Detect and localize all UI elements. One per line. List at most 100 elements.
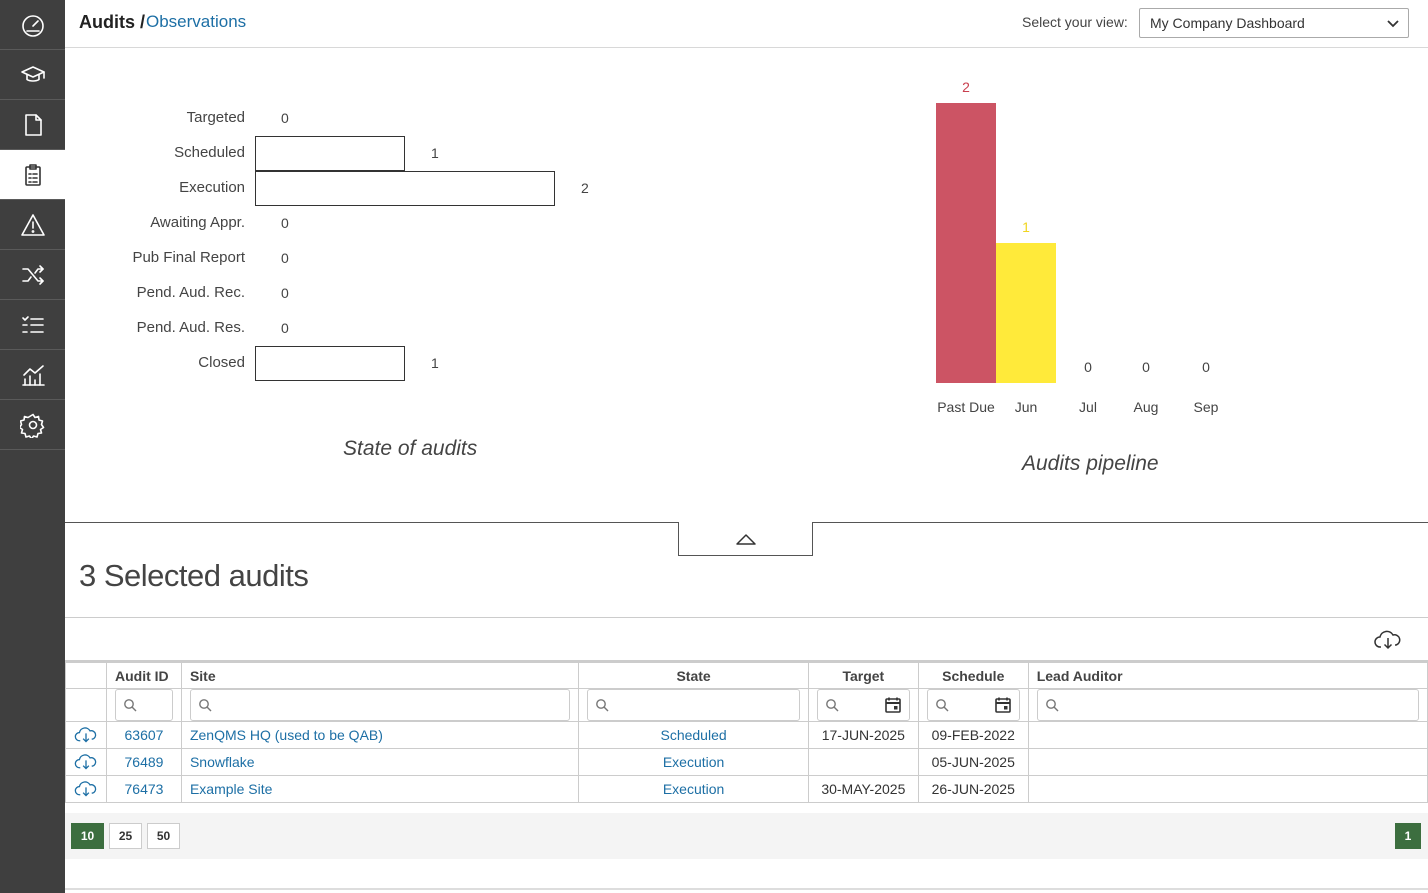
pipeline-bar[interactable] <box>936 103 996 383</box>
view-select-dropdown[interactable]: My Company Dashboard <box>1139 8 1409 38</box>
cloud-download-icon <box>1374 630 1401 650</box>
view-select-value: My Company Dashboard <box>1150 15 1305 31</box>
state-bar[interactable] <box>255 136 405 171</box>
state-bar[interactable] <box>255 346 405 381</box>
row-download-button[interactable] <box>74 726 98 744</box>
lead-auditor-filter-input[interactable] <box>1036 689 1419 721</box>
state-value-label: 1 <box>431 144 439 161</box>
analytics-chart-icon <box>21 364 45 386</box>
audit-id-link[interactable]: 76473 <box>124 781 164 797</box>
nav-issues[interactable] <box>0 200 65 250</box>
lead-auditor-cell <box>1027 775 1428 803</box>
selected-audits-title: 3 Selected audits <box>79 558 309 593</box>
pipeline-value-label: 1 <box>1022 219 1030 235</box>
page-size-50-button[interactable]: 50 <box>147 823 180 849</box>
cloud-download-icon <box>74 727 97 743</box>
site-link[interactable]: Example Site <box>189 781 273 797</box>
search-icon <box>935 699 949 712</box>
audit-id-link[interactable]: 63607 <box>124 727 164 743</box>
nav-training[interactable] <box>0 50 65 100</box>
export-download-button[interactable] <box>1374 629 1402 656</box>
table-header-row: Audit ID Site State Target Schedule Lead… <box>65 662 1428 689</box>
checklist-icon <box>21 315 44 333</box>
page-size-25-button[interactable]: 25 <box>109 823 142 849</box>
nav-tasks[interactable] <box>0 300 65 350</box>
breadcrumb-audits: Audits / <box>79 12 145 32</box>
collapse-charts-button[interactable] <box>678 522 813 556</box>
row-download-button[interactable] <box>74 753 98 771</box>
pipeline-category-label: Aug <box>1133 399 1159 415</box>
document-icon <box>24 113 42 136</box>
site-link[interactable]: Snowflake <box>189 754 255 770</box>
nav-analytics[interactable] <box>0 350 65 400</box>
lead-auditor-cell <box>1027 748 1428 776</box>
table-row[interactable]: 63607 ZenQMS HQ (used to be QAB) Schedul… <box>65 721 1428 749</box>
state-category-label: Targeted <box>186 108 245 126</box>
state-value-label: 0 <box>281 284 289 301</box>
row-download-button[interactable] <box>74 780 98 798</box>
pipeline-chart-title: Audits pipeline <box>1022 452 1159 475</box>
state-of-audits-chart: State of audits Targeted 0 Scheduled 1 Execu… <box>65 49 745 519</box>
site-link[interactable]: ZenQMS HQ (used to be QAB) <box>189 727 383 743</box>
state-link[interactable]: Execution <box>662 754 725 770</box>
table-toolbar <box>65 618 1428 662</box>
pipeline-value-label: 0 <box>1084 359 1092 375</box>
header-target[interactable]: Target <box>807 662 919 689</box>
pipeline-category-label: Sep <box>1193 399 1219 415</box>
breadcrumb-observations-link[interactable]: Observations <box>146 12 247 31</box>
table-row[interactable]: 76489 Snowflake Execution 05-JUN-2025 <box>65 748 1428 776</box>
state-value-label: 0 <box>281 109 289 126</box>
header-actions <box>65 662 107 689</box>
state-filter-input[interactable] <box>587 689 800 721</box>
training-cap-icon <box>20 65 45 82</box>
state-bar[interactable] <box>255 171 555 206</box>
dashboard-gauge-icon <box>21 14 44 37</box>
header-state[interactable]: State <box>578 662 809 689</box>
site-filter-input[interactable] <box>189 689 571 721</box>
header-audit-id[interactable]: Audit ID <box>106 662 182 689</box>
state-chart-title: State of audits <box>343 437 478 460</box>
top-header: Audits / Observations Select your view: … <box>65 0 1428 48</box>
search-icon <box>124 699 137 712</box>
pipeline-bar[interactable] <box>996 243 1056 383</box>
state-link[interactable]: Execution <box>662 781 725 797</box>
calendar-icon[interactable] <box>994 696 1012 714</box>
search-icon <box>199 699 212 712</box>
footer-divider <box>65 888 1428 890</box>
nav-settings[interactable] <box>0 400 65 450</box>
table-pager: 10 25 50 1 <box>65 813 1428 859</box>
table-row[interactable]: 76473 Example Site Execution 30-MAY-2025… <box>65 775 1428 803</box>
pipeline-value-label: 0 <box>1202 359 1210 375</box>
shuffle-icon <box>21 264 44 285</box>
audit-id-link[interactable]: 76489 <box>124 754 164 770</box>
audit-clipboard-icon <box>24 163 41 186</box>
search-icon <box>596 699 609 712</box>
chevron-down-icon <box>1387 20 1399 28</box>
pipeline-category-label: Jun <box>1014 399 1038 415</box>
target-cell <box>807 748 919 776</box>
chevron-up-icon <box>735 533 756 545</box>
schedule-filter-input[interactable] <box>926 689 1020 721</box>
state-value-label: 1 <box>431 354 439 371</box>
nav-documents[interactable] <box>0 100 65 150</box>
page-1-button[interactable]: 1 <box>1395 823 1421 849</box>
filter-actions-cell <box>65 688 107 722</box>
pipeline-value-label: 2 <box>962 79 970 95</box>
calendar-icon[interactable] <box>884 696 902 714</box>
nav-dashboard[interactable] <box>0 0 65 50</box>
header-lead-auditor[interactable]: Lead Auditor <box>1027 662 1428 689</box>
page-size-10-button[interactable]: 10 <box>71 823 104 849</box>
schedule-cell: 09-FEB-2022 <box>917 721 1029 749</box>
state-value-label: 0 <box>281 249 289 266</box>
target-filter-input[interactable] <box>816 689 910 721</box>
audits-table: Audit ID Site State Target Schedule Lead… <box>65 662 1428 803</box>
nav-changes[interactable] <box>0 250 65 300</box>
header-site[interactable]: Site <box>180 662 580 689</box>
nav-audits[interactable] <box>0 150 65 200</box>
audits-table-panel: Audit ID Site State Target Schedule Lead… <box>65 617 1428 859</box>
audit-id-filter-input[interactable] <box>115 689 173 721</box>
pipeline-category-label: Jul <box>1079 399 1097 415</box>
header-schedule[interactable]: Schedule <box>917 662 1029 689</box>
lead-auditor-cell <box>1027 721 1428 749</box>
state-link[interactable]: Scheduled <box>660 727 727 743</box>
